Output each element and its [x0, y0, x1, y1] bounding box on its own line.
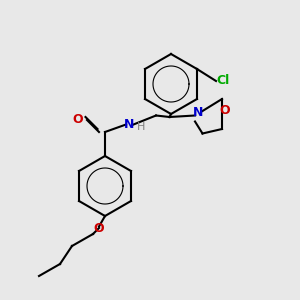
- Text: N: N: [193, 106, 203, 119]
- Text: N: N: [124, 118, 134, 131]
- Text: O: O: [220, 104, 230, 118]
- Text: Cl: Cl: [216, 74, 229, 88]
- Text: O: O: [94, 221, 104, 235]
- Text: H: H: [137, 122, 145, 133]
- Text: O: O: [73, 113, 83, 127]
